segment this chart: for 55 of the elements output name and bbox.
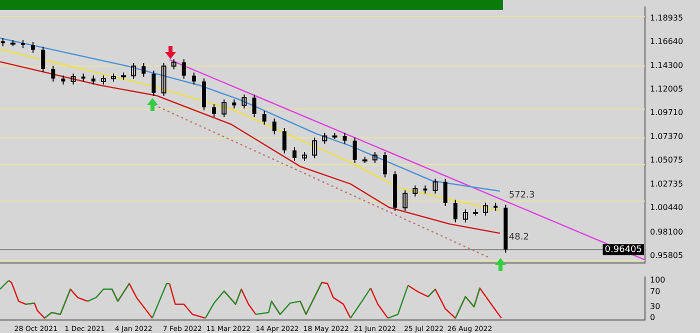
- y-tick-label: 1.14300: [650, 60, 684, 70]
- y-tick-label: 1.05075: [650, 156, 684, 165]
- y-tick-label: 0.95805: [650, 250, 684, 260]
- candlestick: [402, 190, 408, 212]
- candlestick: [372, 151, 378, 164]
- candlestick: [131, 62, 136, 80]
- y-tick-label: 1.12005: [650, 84, 684, 94]
- y-tick-label: 1.16640: [650, 36, 684, 46]
- candlestick: [70, 73, 76, 86]
- annotation: 48.2: [508, 232, 529, 243]
- candlestick: [192, 72, 196, 86]
- candlestick: [312, 137, 318, 159]
- ref-line-label: 0.96405: [604, 244, 642, 255]
- candlestick: [352, 137, 357, 164]
- y-tick-label: 70: [650, 286, 660, 296]
- candlestick: [100, 74, 106, 86]
- y-tick-label: 1.09710: [650, 108, 684, 118]
- candlestick: [232, 98, 236, 109]
- candlestick: [182, 58, 186, 80]
- y-tick-label: 30: [650, 302, 660, 311]
- candlestick: [322, 132, 328, 144]
- y-tick-label: 1.18935: [650, 13, 684, 22]
- y-tick-label: 100: [650, 276, 666, 285]
- candlestick: [31, 41, 36, 54]
- candlestick: [453, 199, 458, 223]
- candlestick: [171, 58, 176, 70]
- candlestick: [432, 178, 438, 194]
- candlestick: [51, 65, 56, 82]
- candlestick: [262, 110, 266, 126]
- y-tick-label: 1.00440: [650, 203, 684, 212]
- y-tick-label: 1.02735: [650, 180, 684, 189]
- candlestick: [161, 62, 166, 96]
- candlestick: [412, 184, 418, 197]
- annotation: 572.3: [508, 190, 535, 200]
- candlestick: [302, 151, 308, 162]
- candlestick: [342, 132, 347, 144]
- candlestick: [483, 202, 488, 216]
- candlestick: [443, 178, 448, 207]
- y-tick-label: 1.07370: [650, 132, 684, 142]
- candlestick: [222, 98, 227, 118]
- candlestick: [61, 74, 66, 86]
- y-tick-label: 0: [650, 313, 656, 322]
- candlestick: [41, 46, 46, 73]
- y-tick-label: 0.98100: [650, 227, 684, 236]
- candlestick: [242, 94, 247, 109]
- candlestick: [142, 62, 146, 78]
- candlestick: [382, 151, 387, 178]
- candlestick: [272, 118, 276, 135]
- candlestick: [152, 70, 156, 96]
- candlestick: [91, 74, 96, 86]
- candlestick: [282, 128, 286, 154]
- candlestick: [212, 104, 216, 118]
- candlestick: [252, 94, 256, 118]
- candlestick: [462, 208, 468, 223]
- candlestick: [292, 146, 296, 162]
